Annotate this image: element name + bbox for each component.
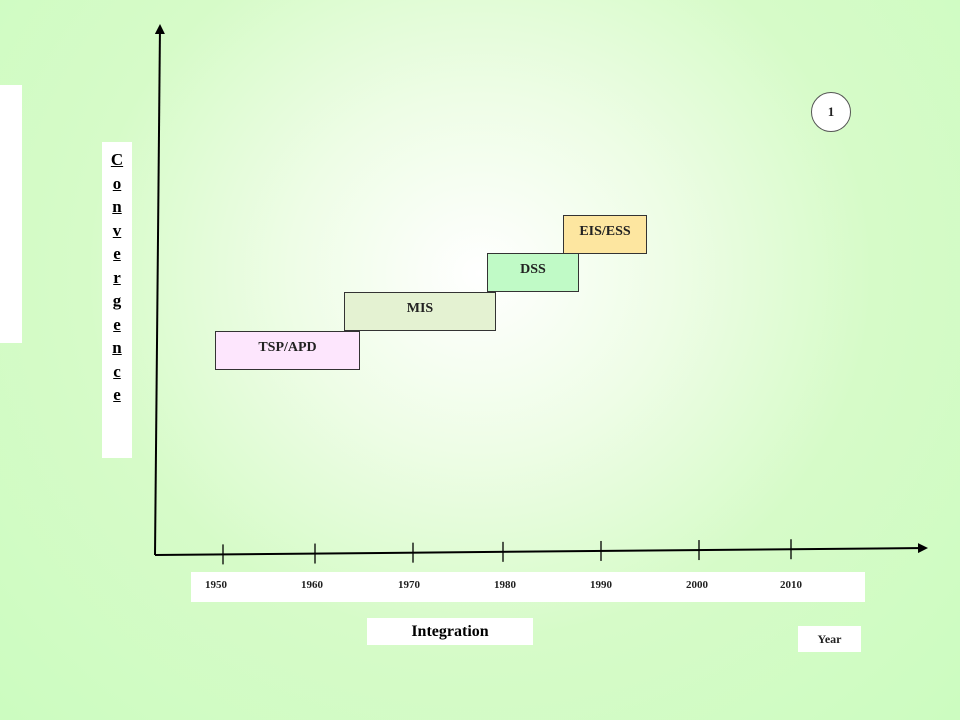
y-axis-letter: C xyxy=(110,150,124,169)
left-edge-panel xyxy=(0,85,22,343)
year-tick-label: 1990 xyxy=(590,579,612,591)
y-axis-letter: e xyxy=(113,244,121,263)
year-tick-labels: 1950 1960 1970 1980 1990 2000 2010 xyxy=(191,572,865,602)
year-unit-text: Year xyxy=(817,631,842,646)
y-axis-letter: n xyxy=(112,197,122,216)
y-axis-letter: e xyxy=(113,314,121,334)
y-axis-letter: n xyxy=(112,338,122,357)
y-axis-letter: g xyxy=(112,291,122,310)
x-axis-title-text: Integration xyxy=(411,622,489,640)
slide-number: 1 xyxy=(827,104,835,119)
y-axis-letter: r xyxy=(113,267,121,287)
year-tick-label: 2000 xyxy=(686,579,708,591)
era-label: DSS xyxy=(520,262,546,277)
era-label: MIS xyxy=(406,301,434,316)
year-tick-label: 1960 xyxy=(301,579,323,591)
era-box-mis: MIS xyxy=(344,292,496,331)
y-axis-letter: v xyxy=(112,220,122,240)
year-unit-label: Year xyxy=(798,626,861,652)
era-label: TSP/APD xyxy=(258,340,317,355)
era-box-dss: DSS xyxy=(487,253,579,292)
year-tick-label: 2010 xyxy=(780,579,802,591)
y-axis-letter: c xyxy=(113,361,121,381)
slide-number-badge: 1 xyxy=(811,92,851,132)
era-label: EIS/ESS xyxy=(579,224,631,239)
y-axis-line xyxy=(154,24,165,556)
y-axis-letter: e xyxy=(113,385,121,404)
year-tick-label: 1970 xyxy=(398,579,420,591)
y-axis-letter: o xyxy=(112,173,122,193)
year-tick-label: 1980 xyxy=(494,579,516,591)
era-box-eis-ess: EIS/ESS xyxy=(563,215,647,254)
x-axis-line xyxy=(154,543,928,556)
era-box-tsp-apd: TSP/APD xyxy=(215,331,360,370)
x-axis-title: Integration xyxy=(367,618,533,645)
year-tick-label: 1950 xyxy=(205,579,227,591)
